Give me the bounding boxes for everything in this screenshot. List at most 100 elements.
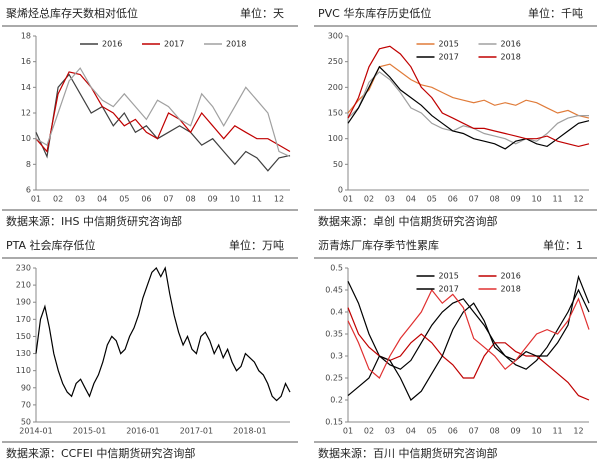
series-line <box>35 266 291 402</box>
y-tick-label: 8 <box>26 160 31 169</box>
legend-label: 2015 <box>439 272 459 281</box>
panel-unit: 单位：千吨 <box>528 6 583 20</box>
x-tick-label: 05 <box>119 195 129 204</box>
x-tick-label: 08 <box>490 195 500 204</box>
x-tick-label: 2017-01 <box>180 427 213 436</box>
y-tick-label: 18 <box>21 32 31 41</box>
y-tick-label: 250 <box>328 57 343 66</box>
y-tick-label: 0.4 <box>330 308 343 317</box>
x-tick-label: 01 <box>343 195 353 204</box>
panel-source: 数据来源：CCFEI 中信期货研究咨询部 <box>6 446 195 460</box>
legend-label: 2018 <box>501 53 521 62</box>
y-tick-label: 16 <box>21 57 31 66</box>
x-tick-label: 2016-01 <box>126 427 159 436</box>
x-tick-label: 07 <box>163 195 173 204</box>
legend-label: 2018 <box>226 40 246 49</box>
series-line <box>347 288 590 379</box>
series-line <box>35 73 291 172</box>
x-tick-label: 10 <box>230 195 240 204</box>
x-tick-label: 11 <box>552 195 562 204</box>
x-tick-label: 10 <box>532 427 542 436</box>
panel-title: 聚烯烃总库存天数相对低位 <box>6 6 138 20</box>
x-tick-label: 09 <box>511 195 521 204</box>
x-tick-label: 2014-01 <box>19 427 52 436</box>
x-tick-label: 09 <box>208 195 218 204</box>
x-tick-label: 04 <box>97 195 107 204</box>
y-tick-label: 0.2 <box>330 396 343 405</box>
y-tick-label: 100 <box>328 134 343 143</box>
y-tick-label: 230 <box>16 264 31 273</box>
legend-label: 2016 <box>501 272 521 281</box>
panel-title: PTA 社会库存低位 <box>6 238 96 252</box>
y-tick-label: 150 <box>328 109 343 118</box>
series-line <box>347 63 590 119</box>
x-tick-label: 03 <box>385 427 395 436</box>
x-tick-label: 01 <box>343 427 353 436</box>
series-line <box>347 45 590 148</box>
x-tick-label: 03 <box>75 195 85 204</box>
panel-unit: 单位：天 <box>240 6 284 20</box>
x-tick-label: 02 <box>53 195 63 204</box>
x-tick-label: 11 <box>252 195 262 204</box>
x-tick-label: 02 <box>364 427 374 436</box>
y-tick-label: 0.5 <box>330 264 343 273</box>
x-tick-label: 11 <box>552 427 562 436</box>
y-tick-label: 0.25 <box>325 374 343 383</box>
y-tick-label: 10 <box>21 134 31 143</box>
panel-unit: 单位：万吨 <box>229 238 284 252</box>
x-tick-label: 08 <box>490 427 500 436</box>
legend-label: 2016 <box>102 40 122 49</box>
y-tick-label: 110 <box>16 366 31 375</box>
legend-label: 2018 <box>501 285 521 294</box>
x-tick-label: 02 <box>364 195 374 204</box>
y-tick-label: 0.3 <box>330 352 343 361</box>
x-tick-label: 2015-01 <box>73 427 106 436</box>
y-tick-label: 12 <box>21 109 31 118</box>
x-tick-label: 10 <box>532 195 542 204</box>
y-tick-label: 0.15 <box>325 418 343 427</box>
y-tick-label: 300 <box>328 32 343 41</box>
series-line <box>35 67 291 158</box>
legend-label: 2017 <box>164 40 184 49</box>
y-tick-label: 190 <box>16 298 31 307</box>
x-tick-label: 2018-01 <box>233 427 266 436</box>
x-tick-label: 12 <box>573 427 583 436</box>
legend-label: 2017 <box>439 285 459 294</box>
series-line <box>347 280 590 370</box>
x-tick-label: 04 <box>406 427 416 436</box>
series-line <box>347 65 590 150</box>
panel-source: 数据来源：卓创 中信期货研究咨询部 <box>318 214 498 228</box>
y-tick-label: 170 <box>16 315 31 324</box>
panel-title: 沥青炼厂库存季节性累库 <box>318 238 439 252</box>
x-tick-label: 12 <box>274 195 284 204</box>
series-line <box>347 71 589 145</box>
y-tick-label: 14 <box>21 83 31 92</box>
panel-unit: 单位：1 <box>543 238 583 252</box>
x-tick-label: 04 <box>406 195 416 204</box>
x-tick-label: 05 <box>427 195 437 204</box>
y-tick-label: 70 <box>21 400 31 409</box>
x-tick-label: 07 <box>469 195 479 204</box>
y-tick-label: 50 <box>21 418 31 427</box>
y-tick-label: 90 <box>21 383 31 392</box>
y-tick-label: 130 <box>16 349 31 358</box>
y-tick-label: 6 <box>26 186 31 195</box>
y-tick-label: 0 <box>338 186 343 195</box>
y-tick-label: 0.45 <box>325 286 343 295</box>
x-tick-label: 06 <box>448 427 458 436</box>
x-tick-label: 09 <box>511 427 521 436</box>
panel-source: 数据来源：IHS 中信期货研究咨询部 <box>6 214 182 228</box>
y-tick-label: 0.35 <box>325 330 343 339</box>
y-tick-label: 50 <box>333 160 343 169</box>
y-tick-label: 150 <box>16 332 31 341</box>
panel-title: PVC 华东库存历史低位 <box>318 6 431 20</box>
y-tick-label: 200 <box>328 83 343 92</box>
series-line <box>35 71 291 153</box>
x-tick-label: 12 <box>573 195 583 204</box>
x-tick-label: 06 <box>448 195 458 204</box>
panel-source: 数据来源：百川 中信期货研究咨询部 <box>318 446 498 460</box>
legend-label: 2015 <box>439 40 459 49</box>
x-tick-label: 06 <box>141 195 151 204</box>
x-tick-label: 01 <box>31 195 41 204</box>
